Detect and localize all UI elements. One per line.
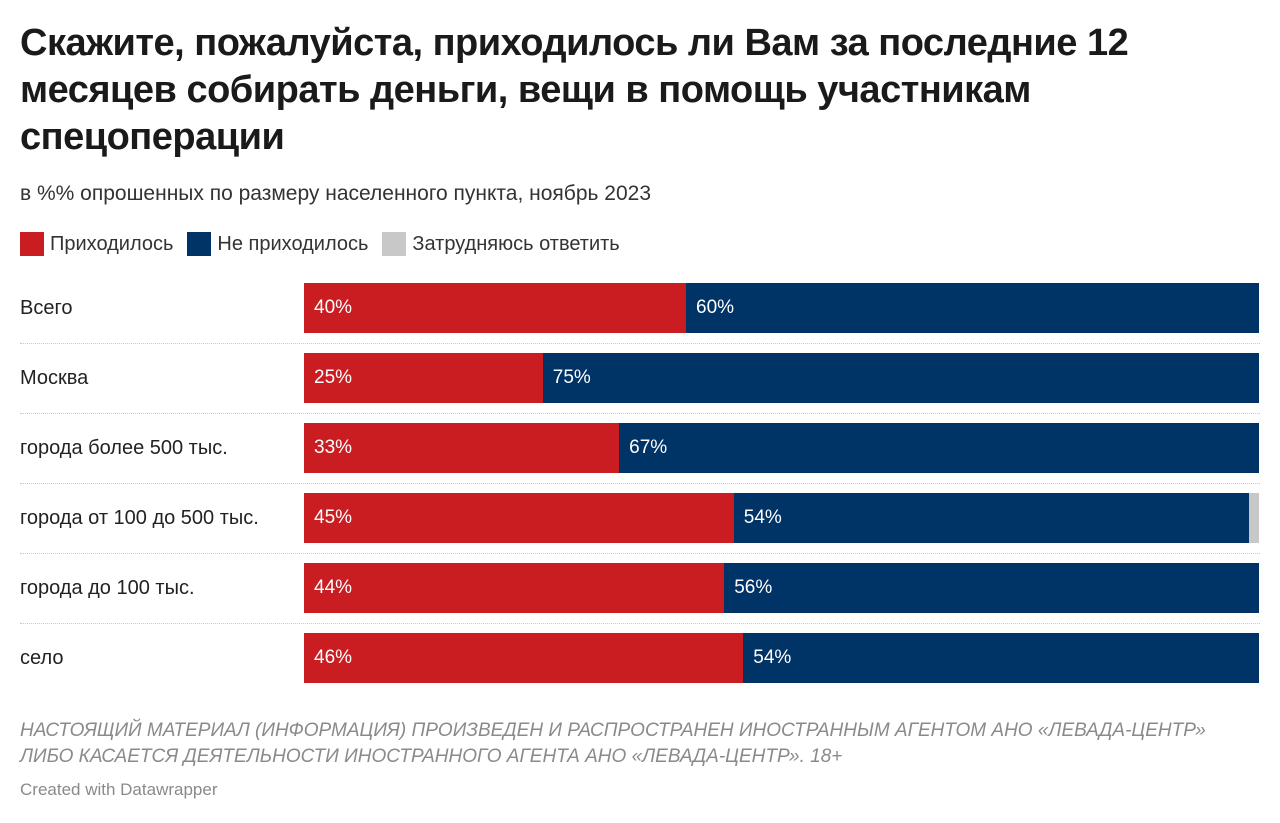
foreign-agent-notice: НАСТОЯЩИЙ МАТЕРИАЛ (ИНФОРМАЦИЯ) ПРОИЗВЕД… bbox=[20, 720, 1206, 767]
legend-swatch-no bbox=[187, 232, 212, 256]
bar-segment-yes bbox=[304, 633, 744, 683]
row-label: село bbox=[20, 647, 64, 669]
bar-value-label: 67% bbox=[629, 437, 668, 458]
row-divider bbox=[20, 483, 1260, 484]
bar-segment-no bbox=[619, 423, 1259, 473]
row-label: Всего bbox=[20, 297, 73, 319]
row-label: Москва bbox=[20, 367, 89, 389]
bar-segment-yes bbox=[304, 563, 725, 613]
bar-value-label: 56% bbox=[734, 577, 773, 598]
legend-label-unsure: Затрудняюсь ответить bbox=[412, 232, 620, 255]
legend-label-no: Не приходилось bbox=[217, 232, 369, 255]
row-label: города более 500 тыс. bbox=[20, 437, 228, 459]
legend-item-no: Не приходилось bbox=[187, 232, 368, 256]
bar-value-label: 45% bbox=[314, 507, 353, 528]
legend-swatch-yes bbox=[20, 232, 44, 256]
bar-segment-no bbox=[743, 633, 1259, 683]
bar-segment-yes bbox=[304, 493, 734, 543]
datawrapper-credit: Created with Datawrapper bbox=[20, 780, 218, 799]
bar-value-label: 46% bbox=[314, 647, 353, 668]
bar-value-label: 44% bbox=[314, 577, 353, 598]
bar-segment-no bbox=[542, 353, 1259, 403]
bar-value-label: 25% bbox=[314, 367, 353, 388]
bar-segment-yes bbox=[304, 353, 543, 403]
row-divider bbox=[20, 343, 1260, 344]
row-divider bbox=[20, 553, 1260, 554]
legend: Приходилось Не приходилось Затрудняюсь о… bbox=[20, 232, 634, 256]
bar-segment-unsure bbox=[1249, 493, 1259, 543]
bar-value-label: 54% bbox=[753, 647, 792, 668]
bar-segment-no bbox=[724, 563, 1259, 613]
bar-value-label: 54% bbox=[743, 507, 782, 528]
row-divider bbox=[20, 623, 1260, 624]
legend-swatch-unsure bbox=[382, 232, 407, 256]
row-label: города до 100 тыс. bbox=[20, 577, 195, 599]
legend-item-yes: Приходилось bbox=[20, 232, 173, 256]
row-label: города от 100 до 500 тыс. bbox=[20, 507, 259, 529]
chart-subtitle: в %% опрошенных по размеру населенного п… bbox=[20, 182, 652, 205]
bar-value-label: 40% bbox=[314, 297, 353, 318]
legend-label-yes: Приходилось bbox=[50, 232, 174, 255]
bar-segment-no bbox=[733, 493, 1250, 543]
row-divider bbox=[20, 413, 1260, 414]
bar-value-label: 60% bbox=[696, 297, 735, 318]
bar-segment-yes bbox=[304, 423, 620, 473]
bar-value-label: 75% bbox=[552, 367, 591, 388]
bar-segment-no bbox=[686, 283, 1259, 333]
bar-value-label: 33% bbox=[314, 437, 353, 458]
legend-item-unsure: Затрудняюсь ответить bbox=[382, 232, 620, 256]
bar-segment-yes bbox=[304, 283, 686, 333]
chart-title: Скажите, пожалуйста, приходилось ли Вам … bbox=[20, 22, 1129, 158]
